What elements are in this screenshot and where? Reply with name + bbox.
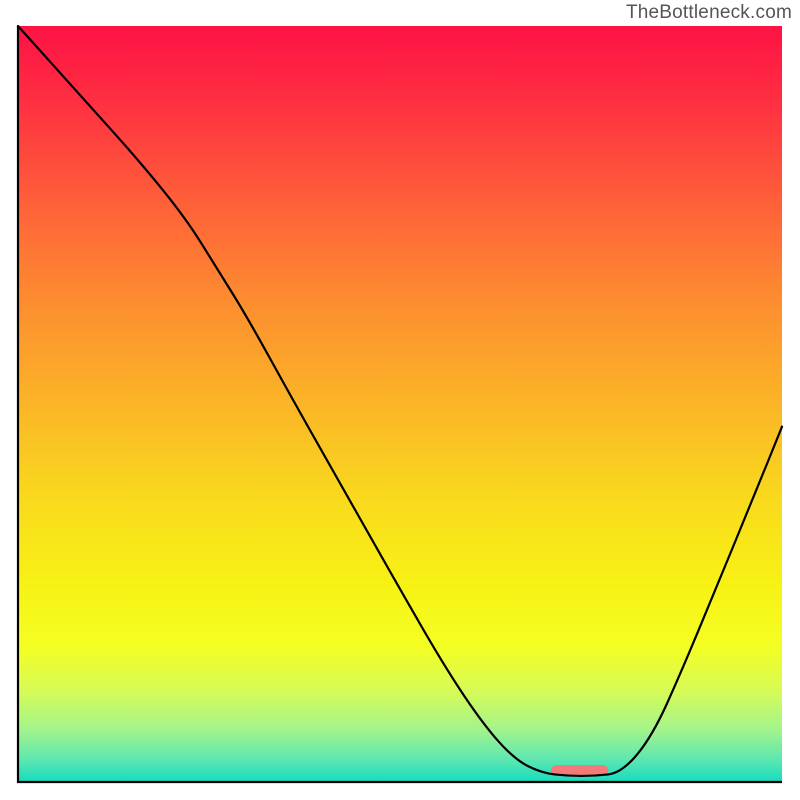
chart-container: TheBottleneck.com: [0, 0, 800, 800]
bottleneck-chart: [0, 0, 800, 800]
gradient-background: [18, 26, 782, 782]
watermark-label: TheBottleneck.com: [626, 2, 792, 24]
